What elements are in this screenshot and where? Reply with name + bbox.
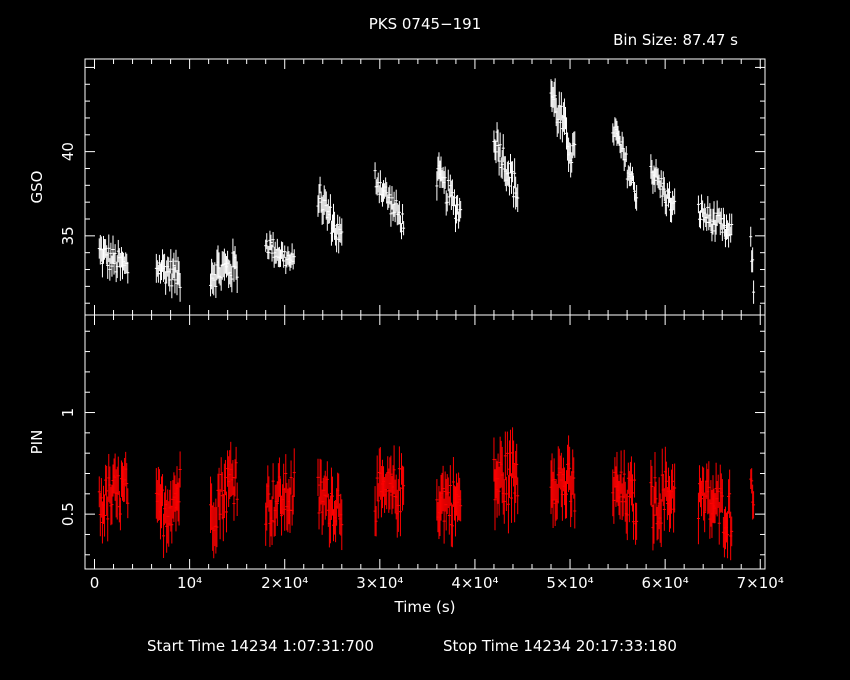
y-axis-label: GSO [28,171,46,204]
x-tick-label: 6×10⁴ [642,574,689,592]
stop-time-label: Stop Time 14234 20:17:33:180 [443,637,677,655]
x-tick-label: 0 [90,574,100,592]
data-series [97,427,756,561]
y-tick-label: 40 [59,142,77,161]
data-series [97,78,756,304]
chart-title: PKS 0745−191 [369,15,482,33]
pin-panel: 0.5 1 PIN [28,314,766,570]
x-tick-label: 5×10⁴ [546,574,593,592]
start-time-label: Start Time 14234 1:07:31:700 [147,637,374,655]
y-tick-label: 1 [59,408,77,418]
y-axis-label: PIN [28,430,46,455]
x-tick-label: 2×10⁴ [261,574,308,592]
x-tick-label: 4×10⁴ [451,574,498,592]
plot-frame [84,314,766,570]
bin-size-label: Bin Size: 87.47 s [613,31,738,49]
x-tick-label: 3×10⁴ [356,574,403,592]
y-tick-label: 35 [59,226,77,245]
x-tick-label: 10⁴ [177,574,202,592]
x-tick-label: 7×10⁴ [737,574,784,592]
y-tick-label: 0.5 [59,502,77,526]
x-axis-label: Time (s) [394,598,456,616]
gso-panel: 35 40 GSO [28,58,766,316]
